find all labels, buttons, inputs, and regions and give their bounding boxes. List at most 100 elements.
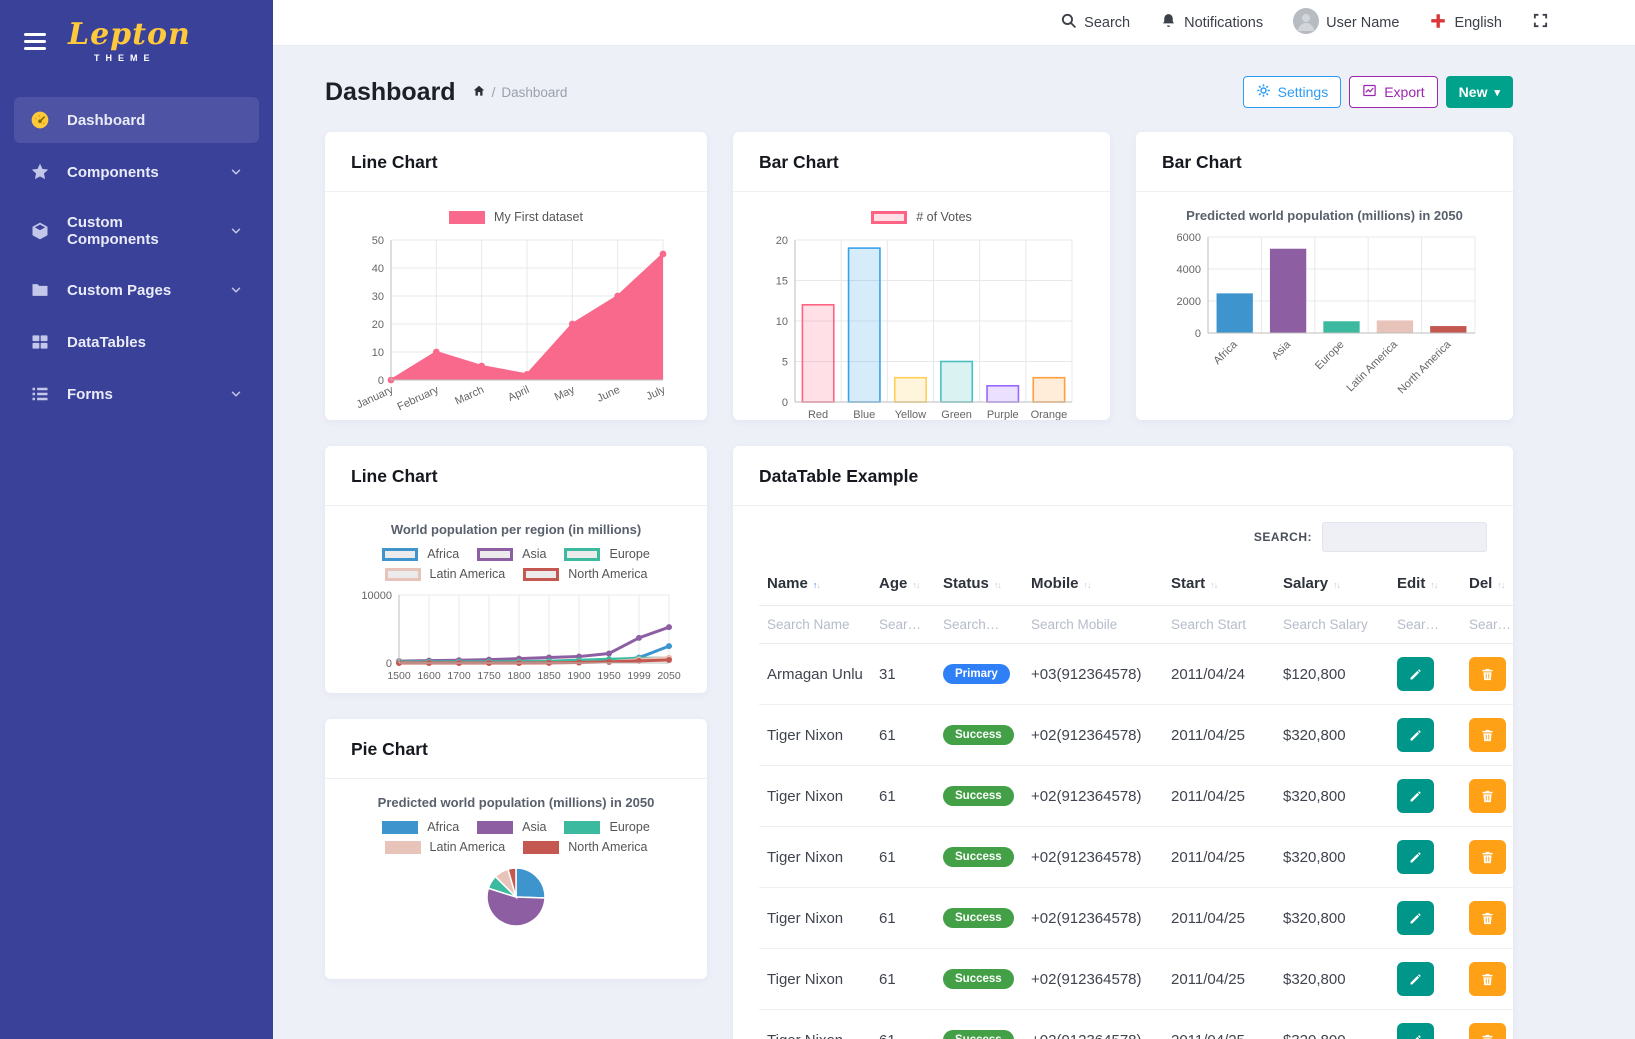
legend-item[interactable]: My First dataset xyxy=(449,210,583,224)
fullscreen-button[interactable] xyxy=(1532,12,1549,33)
sidebar-item-custom-components[interactable]: Custom Components xyxy=(14,201,259,261)
legend-item[interactable]: Asia xyxy=(477,547,546,561)
cell-age: 61 xyxy=(871,1009,935,1039)
sidebar-item-dashboard[interactable]: Dashboard xyxy=(14,97,259,143)
edit-button[interactable] xyxy=(1397,657,1434,691)
cell-del xyxy=(1461,826,1513,888)
delete-button[interactable] xyxy=(1469,1023,1506,1039)
edit-button[interactable] xyxy=(1397,1023,1434,1039)
logo[interactable]: Lepton THEME xyxy=(68,20,191,64)
delete-button[interactable] xyxy=(1469,779,1506,813)
export-button[interactable]: Export xyxy=(1349,76,1438,108)
column-header-mobile[interactable]: Mobile ↑↓ xyxy=(1023,562,1163,606)
filter-input-name[interactable] xyxy=(767,617,859,632)
sort-icon: ↑↓ xyxy=(1430,580,1438,590)
cube-icon xyxy=(30,221,50,241)
chart-plot-area[interactable]: 0 10000 1500 1600 1700 1750 1800 1850 1900 1950 19… xyxy=(351,589,681,690)
legend-label: North America xyxy=(568,840,648,854)
legend-label: Africa xyxy=(427,547,460,561)
filter-input-salary[interactable] xyxy=(1283,617,1377,632)
legend-item[interactable]: North America xyxy=(523,567,647,581)
chart-plot-area[interactable]: 0 5 10 15 20 Red Blue Yellow Green Purple Orange xyxy=(759,232,1084,420)
sidebar-item-forms[interactable]: Forms xyxy=(14,371,259,417)
header-notifications[interactable]: Notifications xyxy=(1160,12,1263,33)
header-search[interactable]: Search xyxy=(1060,12,1130,33)
cell-status: Success xyxy=(935,948,1023,1010)
header-search-label: Search xyxy=(1084,14,1131,31)
line-chart-canvas[interactable]: My First dataset 0 10 20 30 40 50 January Februa… xyxy=(325,192,707,420)
header-user[interactable]: User Name xyxy=(1293,7,1399,38)
column-header-salary[interactable]: Salary ↑↓ xyxy=(1275,562,1389,606)
cell-salary: $320,800 xyxy=(1275,1009,1389,1039)
edit-button[interactable] xyxy=(1397,718,1434,752)
cell-start: 2011/04/25 xyxy=(1163,1009,1275,1039)
filter-input-mobile[interactable] xyxy=(1031,617,1149,632)
cell-name: Tiger Nixon xyxy=(759,765,871,827)
filter-input-del[interactable] xyxy=(1469,617,1511,632)
cell-status: Success xyxy=(935,1009,1023,1039)
chart-legend: My First dataset xyxy=(351,210,681,224)
column-header-status[interactable]: Status ↑↓ xyxy=(935,562,1023,606)
cell-age: 61 xyxy=(871,704,935,766)
settings-button[interactable]: Settings xyxy=(1242,76,1342,108)
delete-button[interactable] xyxy=(1469,840,1506,874)
svg-text:0: 0 xyxy=(386,658,392,670)
edit-button[interactable] xyxy=(1397,962,1434,996)
folder-icon xyxy=(30,280,50,300)
population-bar-chart-canvas[interactable]: Predicted world population (millions) in… xyxy=(1136,192,1513,420)
svg-text:20: 20 xyxy=(372,319,384,331)
chart-plot-area[interactable]: 0 2000 4000 6000 Africa Asia Europe Latin Ameri… xyxy=(1162,231,1487,414)
delete-button[interactable] xyxy=(1469,718,1506,752)
datatable-search-input[interactable] xyxy=(1322,522,1487,552)
status-badge: Primary xyxy=(943,664,1010,684)
delete-button[interactable] xyxy=(1469,901,1506,935)
legend-item[interactable]: Latin America xyxy=(384,840,505,854)
filter-input-age[interactable] xyxy=(879,617,925,632)
status-badge: Success xyxy=(943,725,1014,745)
legend-item[interactable]: Asia xyxy=(477,820,546,834)
filter-input-status[interactable] xyxy=(943,617,1012,632)
legend-item[interactable]: Europe xyxy=(564,820,650,834)
filter-input-edit[interactable] xyxy=(1397,617,1451,632)
legend-label: Asia xyxy=(522,547,547,561)
cell-del xyxy=(1461,948,1513,1010)
regions-line-chart-canvas[interactable]: World population per region (in millions… xyxy=(325,506,707,693)
column-header-name[interactable]: Name ↑↓ xyxy=(759,562,871,606)
sidebar-item-components[interactable]: Components xyxy=(14,149,259,195)
column-header-age[interactable]: Age ↑↓ xyxy=(871,562,935,606)
legend-item[interactable]: Africa xyxy=(382,547,459,561)
menu-toggle-icon[interactable] xyxy=(24,30,46,54)
pie-chart-canvas[interactable]: Predicted world population (millions) in… xyxy=(325,779,707,947)
legend-item[interactable]: North America xyxy=(523,840,647,854)
delete-button[interactable] xyxy=(1469,657,1506,691)
avatar xyxy=(1293,7,1320,38)
edit-button[interactable] xyxy=(1397,779,1434,813)
legend-item[interactable]: Africa xyxy=(382,820,459,834)
delete-button[interactable] xyxy=(1469,962,1506,996)
chart-plot-area[interactable] xyxy=(351,862,681,933)
chart-legend: Africa Asia Europe Latin America North Ameri… xyxy=(351,820,681,854)
svg-text:Asia: Asia xyxy=(1270,338,1294,362)
cell-start: 2011/04/25 xyxy=(1163,887,1275,949)
edit-button[interactable] xyxy=(1397,840,1434,874)
cell-age: 31 xyxy=(871,643,935,705)
column-header-del[interactable]: Del ↑↓ xyxy=(1461,562,1513,606)
chart-plot-area[interactable]: 0 10 20 30 40 50 January February March April May J… xyxy=(351,232,681,420)
legend-item[interactable]: Latin America xyxy=(384,567,505,581)
column-header-edit[interactable]: Edit ↑↓ xyxy=(1389,562,1461,606)
filter-input-start[interactable] xyxy=(1171,617,1263,632)
votes-bar-chart-canvas[interactable]: # of Votes 0 5 10 15 20 Red Blue Yellow Green Purp… xyxy=(733,192,1110,420)
legend-item[interactable]: # of Votes xyxy=(871,210,972,224)
column-header-start[interactable]: Start ↑↓ xyxy=(1163,562,1275,606)
header-language[interactable]: English xyxy=(1429,12,1502,34)
cell-start: 2011/04/25 xyxy=(1163,704,1275,766)
sidebar-item-datatables[interactable]: DataTables xyxy=(14,319,259,365)
svg-text:1600: 1600 xyxy=(417,670,441,682)
edit-button[interactable] xyxy=(1397,901,1434,935)
cell-status: Success xyxy=(935,704,1023,766)
sidebar-item-custom-pages[interactable]: Custom Pages xyxy=(14,267,259,313)
new-button[interactable]: New ▾ xyxy=(1445,76,1513,108)
cell-age: 61 xyxy=(871,887,935,949)
home-icon[interactable] xyxy=(472,84,486,101)
legend-item[interactable]: Europe xyxy=(564,547,650,561)
